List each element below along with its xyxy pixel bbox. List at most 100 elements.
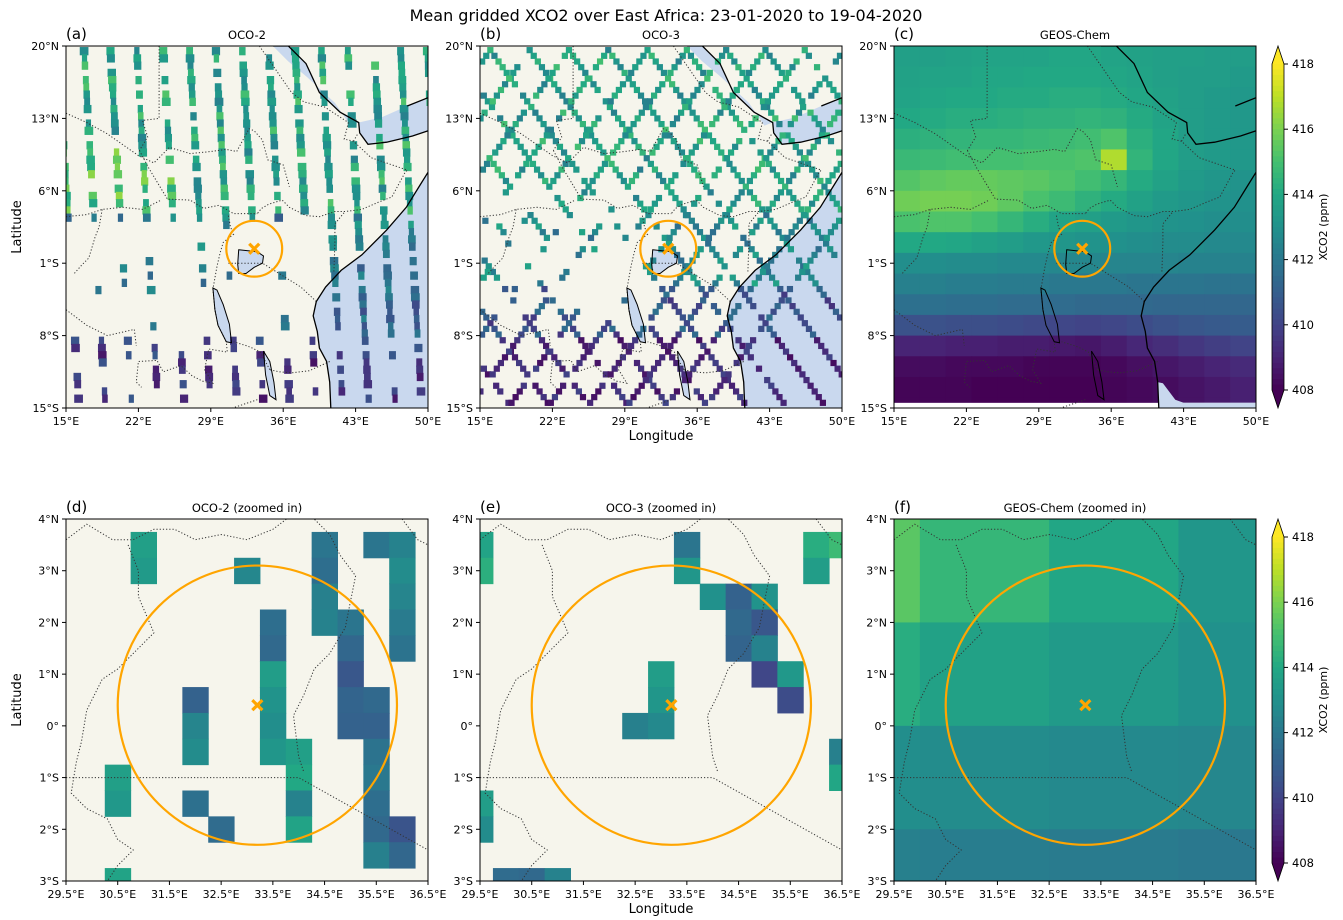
colorbar-extend-top: [1272, 519, 1284, 537]
xco2-grid-cell: [1126, 314, 1154, 337]
xco2-grid-cell: [971, 46, 998, 68]
xco2-sounding-cell: [278, 271, 287, 280]
xco2-sounding-cell: [245, 170, 255, 179]
xco2-sounding-cell: [594, 359, 601, 367]
xco2-sounding-cell: [389, 816, 416, 843]
xco2-sounding-cell: [659, 285, 666, 293]
xco2-sounding-cell: [650, 365, 658, 372]
xco2-sounding-cell: [273, 177, 280, 186]
xco2-grid-cell: [1126, 211, 1154, 233]
xco2-sounding-cell: [777, 177, 785, 185]
xco2-sounding-cell: [248, 206, 256, 215]
xco2-sounding-cell: [818, 132, 826, 139]
xco2-sounding-cell: [510, 342, 517, 350]
xco2-sounding-cell: [809, 166, 816, 173]
xco2-sounding-cell: [705, 234, 713, 241]
xco2-sounding-cell: [354, 220, 362, 230]
xco2-grid-cell: [1100, 190, 1128, 212]
xco2-sounding-cell: [527, 212, 534, 219]
xco2-sounding-cell: [259, 609, 287, 636]
country-border: [672, 46, 763, 123]
xco2-sounding-cell: [363, 531, 390, 559]
xco2-sounding-cell: [514, 337, 521, 344]
xco2-sounding-cell: [534, 58, 541, 65]
xco2-sounding-cell: [723, 47, 730, 54]
xco2-sounding-cell: [499, 337, 506, 344]
xco2-sounding-cell: [772, 388, 779, 395]
xco2-sounding-cell: [97, 343, 106, 353]
xco2-sounding-cell: [66, 213, 72, 222]
colorbar-segment: [1272, 824, 1284, 831]
xco2-sounding-cell: [299, 177, 307, 186]
xco2-sounding-cell: [583, 126, 591, 133]
xco2-grid-cell: [1100, 128, 1128, 150]
xco2-grid-cell: [1178, 108, 1205, 130]
xco2-sounding-cell: [720, 371, 727, 378]
xco2-sounding-cell: [206, 380, 213, 389]
xco2-sounding-cell: [208, 816, 235, 843]
xco2-sounding-cell: [738, 189, 745, 196]
site-radius-circle: [225, 219, 284, 278]
xco2-sounding-cell: [821, 183, 828, 190]
y-tick-label: 13°N: [445, 112, 473, 125]
xco2-sounding-cell: [673, 388, 681, 395]
xco2-sounding-cell: [189, 97, 196, 106]
xco2-grid-cell: [919, 211, 947, 233]
xco2-sounding-cell: [334, 314, 341, 324]
xco2-sounding-cell: [636, 331, 643, 338]
xco2-sounding-cell: [616, 172, 623, 179]
xco2-sounding-cell: [216, 104, 223, 114]
xco2-sounding-cell: [480, 115, 484, 122]
xco2-grid-cell: [1075, 294, 1102, 316]
panel-label: (e): [480, 498, 501, 516]
xco2-sounding-cell: [631, 138, 638, 145]
xco2-sounding-cell: [668, 189, 675, 196]
colorbar-segment: [1272, 585, 1284, 592]
xco2-sounding-cell: [560, 109, 567, 116]
xco2-sounding-cell: [498, 172, 505, 179]
xco2-sounding-cell: [164, 126, 172, 135]
xco2-sounding-cell: [350, 155, 358, 164]
xco2-sounding-cell: [677, 92, 684, 99]
xco2-grid-cell: [1204, 170, 1231, 192]
xco2-sounding-cell: [506, 75, 513, 82]
xco2-grid-cell: [1049, 46, 1076, 68]
xco2-grid-cell: [945, 149, 973, 171]
xco2-sounding-cell: [697, 120, 704, 128]
xco2-sounding-cell: [729, 92, 736, 99]
xco2-sounding-cell: [361, 329, 368, 338]
xco2-sounding-cell: [300, 191, 308, 201]
y-tick-label: 13°N: [31, 112, 59, 125]
xco2-sounding-cell: [376, 141, 384, 150]
x-axis-label: Longitude: [629, 429, 694, 444]
xco2-sounding-cell: [493, 92, 500, 99]
xco2-grid-cell: [945, 128, 973, 150]
xco2-sounding-cell: [661, 234, 668, 241]
xco2-grid-cell: [1204, 294, 1231, 316]
xco2-sounding-cell: [332, 293, 341, 302]
country-border: [401, 519, 428, 546]
country-border: [642, 262, 731, 302]
xco2-grid-cell: [1204, 66, 1231, 88]
xco2-sounding-cell: [675, 308, 682, 315]
xco2-sounding-cell: [745, 69, 753, 76]
y-tick-label: 15°S: [447, 402, 473, 415]
country-border: [767, 133, 773, 142]
xco2-grid-cell: [894, 87, 921, 109]
xco2-sounding-cell: [537, 86, 544, 94]
xco2-sounding-cell: [259, 380, 266, 389]
xco2-sounding-cell: [328, 235, 338, 244]
xco2-grid-cell: [971, 376, 998, 399]
xco2-sounding-cell: [152, 365, 160, 374]
xco2-sounding-cell: [633, 359, 641, 367]
xco2-sounding-cell: [776, 120, 783, 128]
xco2-sounding-cell: [777, 189, 785, 196]
colorbar-segment: [1272, 575, 1284, 582]
colorbar-segment: [1272, 270, 1284, 277]
y-tick-label: 1°N: [866, 668, 887, 681]
xco2-sounding-cell: [810, 223, 817, 230]
xco2-sounding-cell: [787, 120, 794, 128]
xco2-sounding-cell: [410, 285, 420, 295]
xco2-sounding-cell: [596, 143, 603, 150]
xco2-grid-cell: [919, 128, 947, 150]
